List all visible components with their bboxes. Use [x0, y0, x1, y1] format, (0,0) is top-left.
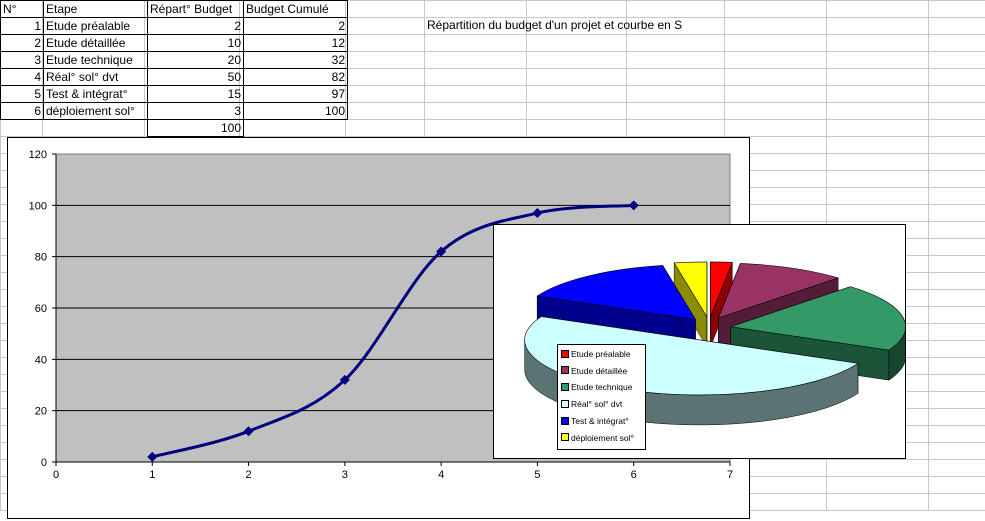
- table-row: 4 Réal° sol° dvt 50 82: [0, 68, 348, 86]
- legend-item[interactable]: Etude préalable: [561, 347, 631, 361]
- cell-num[interactable]: 6: [0, 102, 44, 120]
- cell-step[interactable]: Réal° sol° dvt: [43, 68, 148, 86]
- legend-item[interactable]: Test & intégrat°: [561, 414, 629, 428]
- legend-label: déploiement sol°: [571, 432, 634, 443]
- table-total-row: 100: [1, 119, 348, 137]
- data-point: [243, 426, 254, 437]
- data-point: [436, 246, 447, 257]
- slice-top: [536, 265, 697, 320]
- empty-cell[interactable]: [44, 120, 148, 137]
- empty-cell[interactable]: [244, 120, 348, 137]
- x-tick-label: 5: [534, 469, 540, 481]
- cell-step[interactable]: Etude préalable: [43, 17, 148, 35]
- y-tick-label: 100: [29, 200, 47, 212]
- legend-swatch: [561, 433, 569, 442]
- cell-cumul[interactable]: 97: [243, 85, 348, 103]
- cell-num[interactable]: 3: [0, 51, 44, 69]
- x-tick-label: 3: [342, 469, 348, 481]
- legend-item[interactable]: Etude détaillée: [561, 364, 627, 378]
- cell-cumul[interactable]: 100: [243, 102, 348, 120]
- pie-slice: [673, 261, 708, 348]
- slice-top: [710, 261, 733, 318]
- legend-label: Réal° sol° dvt: [571, 399, 623, 410]
- slice-top: [730, 286, 906, 351]
- cell-cumul[interactable]: 2: [243, 17, 348, 35]
- data-point: [339, 374, 350, 385]
- y-tick-label: 60: [35, 303, 47, 315]
- legend-swatch: [561, 383, 569, 392]
- cell-step[interactable]: Etude détaillée: [43, 34, 148, 52]
- cell-num[interactable]: 1: [0, 17, 44, 35]
- y-tick-label: 80: [35, 252, 47, 264]
- slice-top: [717, 263, 840, 319]
- budget-table: N° Etape Répart° Budget Budget Cumulé 1 …: [0, 0, 348, 137]
- legend-label: Etude détaillée: [571, 365, 628, 376]
- data-point: [628, 200, 639, 211]
- x-tick-label: 4: [438, 469, 444, 481]
- legend-item[interactable]: Etude technique: [561, 380, 632, 394]
- cell-step[interactable]: Test & intégrat°: [43, 85, 148, 103]
- y-tick-label: 120: [29, 149, 47, 161]
- cell-cumul[interactable]: 82: [243, 68, 348, 86]
- cell-num[interactable]: 4: [0, 68, 44, 86]
- header-cumul[interactable]: Budget Cumulé: [243, 0, 348, 18]
- legend-swatch: [561, 366, 569, 375]
- x-tick-label: 2: [246, 469, 252, 481]
- cell-step[interactable]: Etude technique: [43, 51, 148, 69]
- cell-budget[interactable]: 10: [147, 34, 244, 52]
- cell-budget[interactable]: 15: [147, 85, 244, 103]
- y-tick-label: 0: [41, 457, 47, 469]
- cell-cumul[interactable]: 12: [243, 34, 348, 52]
- sheet-caption[interactable]: Répartition du budget d'un projet et cou…: [427, 18, 683, 32]
- cell-budget[interactable]: 20: [147, 51, 244, 69]
- y-tick-label: 40: [35, 354, 47, 366]
- data-point: [532, 208, 543, 219]
- header-step[interactable]: Etape: [43, 0, 148, 18]
- cell-cumul[interactable]: 32: [243, 51, 348, 69]
- legend-label: Test & intégrat°: [571, 415, 629, 426]
- slice-top: [673, 261, 708, 319]
- table-row: 3 Etude technique 20 32: [0, 51, 348, 69]
- table-row: 6 déploiement sol° 3 100: [0, 102, 348, 120]
- table-row: 5 Test & intégrat° 15 97: [0, 85, 348, 103]
- cell-total[interactable]: 100: [147, 119, 244, 137]
- header-budget[interactable]: Répart° Budget: [147, 0, 244, 18]
- cell-step[interactable]: déploiement sol°: [43, 102, 148, 120]
- cell-budget[interactable]: 3: [147, 102, 244, 120]
- legend-label: Etude technique: [571, 382, 633, 393]
- data-point: [147, 451, 158, 462]
- pie-chart[interactable]: [493, 224, 906, 459]
- pie-slice: [710, 261, 733, 348]
- legend-item[interactable]: Réal° sol° dvt: [561, 397, 622, 411]
- empty-cell[interactable]: [1, 120, 44, 137]
- cell-num[interactable]: 2: [0, 34, 44, 52]
- legend-swatch: [561, 399, 569, 408]
- table-header-row: N° Etape Répart° Budget Budget Cumulé: [0, 0, 348, 18]
- legend-item[interactable]: déploiement sol°: [561, 431, 634, 445]
- pie-legend[interactable]: Etude préalable Etude détaillée Etude tech…: [557, 344, 646, 450]
- legend-label: Etude préalable: [571, 349, 631, 359]
- header-num[interactable]: N°: [0, 0, 44, 18]
- x-tick-label: 7: [727, 469, 733, 481]
- x-tick-label: 6: [631, 469, 637, 481]
- legend-swatch: [561, 349, 569, 358]
- pie-svg: [524, 261, 906, 426]
- table-row: 2 Etude détaillée 10 12: [0, 34, 348, 52]
- legend-swatch: [561, 416, 569, 425]
- x-tick-label: 1: [149, 469, 155, 481]
- cell-num[interactable]: 5: [0, 85, 44, 103]
- y-tick-label: 20: [35, 406, 47, 418]
- cell-budget[interactable]: 50: [147, 68, 244, 86]
- cell-budget[interactable]: 2: [147, 17, 244, 35]
- table-row: 1 Etude préalable 2 2: [0, 17, 348, 35]
- x-tick-label: 0: [53, 469, 59, 481]
